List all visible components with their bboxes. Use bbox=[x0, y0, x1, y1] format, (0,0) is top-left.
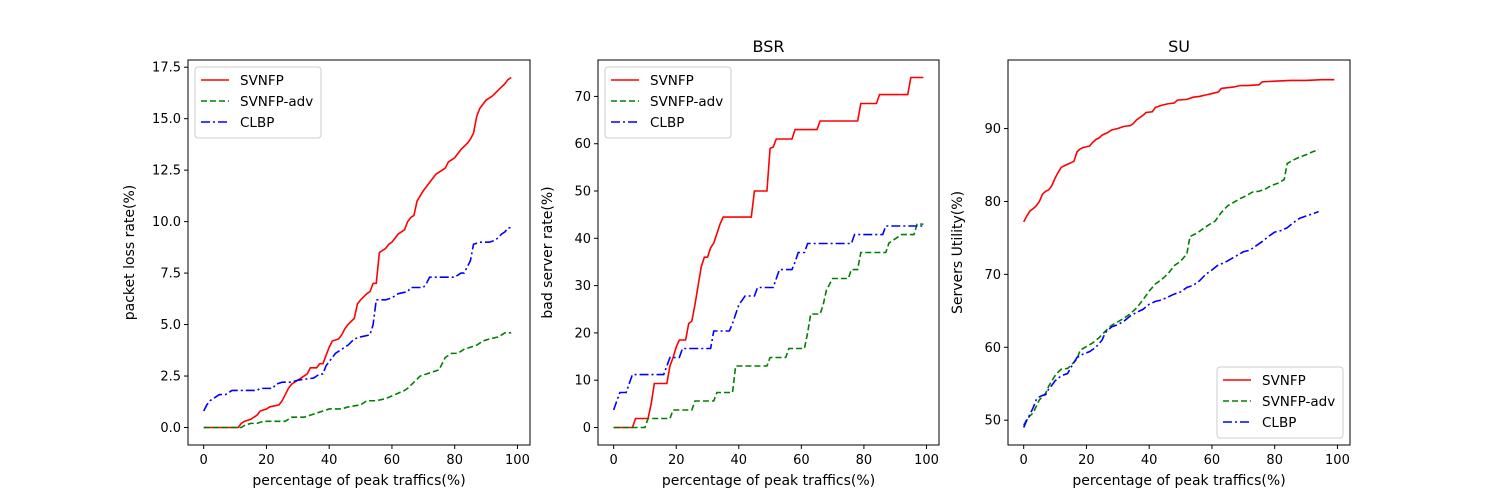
y-tick-label: 70 bbox=[574, 90, 591, 105]
x-axis-label: percentage of peak traffics(%) bbox=[252, 473, 465, 489]
x-tick-label: 100 bbox=[505, 453, 530, 468]
chart-panel-1: 0 20 40 60 80 100 0.0 2.5 5.0 7.5 10.0 12.5 15.0 17.5… bbox=[122, 59, 531, 489]
y-tick-label: 12.5 bbox=[152, 164, 181, 179]
x-axis-label: percentage of peak traffics(%) bbox=[1072, 473, 1285, 489]
series-line-svnfp-adv bbox=[613, 223, 924, 429]
x-tick-label: 40 bbox=[731, 453, 748, 468]
legend-label: SVNFP bbox=[240, 73, 284, 89]
chart-title: BSR bbox=[753, 37, 785, 56]
y-tick-label: 50 bbox=[984, 414, 1001, 429]
y-axis-label: Servers Utility(%) bbox=[950, 191, 966, 314]
legend-label: SVNFP-adv bbox=[1262, 394, 1335, 410]
legend-label: SVNFP bbox=[1262, 373, 1306, 389]
legend-label: CLBP bbox=[650, 115, 684, 131]
series-line-svnfp bbox=[613, 76, 924, 429]
y-tick-label: 50 bbox=[574, 185, 591, 200]
legend: SVNFP SVNFP-adv CLBP bbox=[1216, 366, 1344, 439]
x-tick-label: 20 bbox=[668, 453, 685, 468]
legend-box bbox=[1216, 366, 1344, 439]
y-tick-label: 7.5 bbox=[160, 267, 181, 282]
x-tick-label: 40 bbox=[1141, 453, 1158, 468]
y-tick-label: 80 bbox=[984, 195, 1001, 210]
legend-box bbox=[194, 66, 322, 139]
y-tick-label: 30 bbox=[574, 279, 591, 294]
chart-panel-2: 0 20 40 60 80 100 0 10 20 30 40 50 60 70 percentage of… bbox=[540, 37, 940, 489]
series-line-clbp bbox=[612, 225, 924, 411]
y-tick-label: 90 bbox=[984, 122, 1001, 137]
y-tick-label: 60 bbox=[574, 137, 591, 152]
legend-label: CLBP bbox=[240, 115, 274, 131]
series-line-svnfp bbox=[1022, 78, 1335, 223]
legend-label: SVNFP-adv bbox=[650, 94, 723, 110]
series-line-svnfp-adv bbox=[203, 331, 512, 429]
x-axis-label: percentage of peak traffics(%) bbox=[662, 473, 875, 489]
series-line-clbp bbox=[1022, 210, 1319, 428]
y-tick-label: 60 bbox=[984, 341, 1001, 356]
y-tick-label: 40 bbox=[574, 232, 591, 247]
x-tick-label: 0 bbox=[200, 453, 208, 468]
y-tick-label: 70 bbox=[984, 268, 1001, 283]
series-line-svnfp-adv bbox=[1022, 148, 1319, 426]
x-tick-label: 100 bbox=[1325, 453, 1350, 468]
y-tick-label: 0.0 bbox=[160, 421, 181, 436]
legend: SVNFP SVNFP-adv CLBP bbox=[604, 66, 732, 139]
x-tick-label: 100 bbox=[914, 453, 939, 468]
y-tick-label: 15.0 bbox=[152, 112, 181, 127]
y-tick-label: 2.5 bbox=[160, 370, 181, 385]
chart-panel-3: 0 20 40 60 80 100 50 60 70 80 90 percentage of peak… bbox=[950, 37, 1351, 489]
x-tick-label: 40 bbox=[321, 453, 338, 468]
plot-frame bbox=[597, 59, 940, 446]
y-tick-label: 17.5 bbox=[152, 61, 181, 76]
series-line-svnfp bbox=[203, 76, 512, 429]
y-tick-label: 5.0 bbox=[160, 318, 181, 333]
y-tick-label: 20 bbox=[574, 326, 591, 341]
x-tick-label: 80 bbox=[856, 453, 873, 468]
legend: SVNFP SVNFP-adv CLBP bbox=[194, 66, 322, 139]
y-tick-label: 0 bbox=[583, 421, 591, 436]
legend-label: CLBP bbox=[1262, 415, 1296, 431]
legend-label: SVNFP bbox=[650, 73, 694, 89]
x-tick-label: 60 bbox=[1204, 453, 1221, 468]
y-tick-label: 10 bbox=[574, 374, 591, 389]
y-axis-label: packet loss rate(%) bbox=[122, 185, 138, 320]
x-tick-label: 80 bbox=[1266, 453, 1283, 468]
x-tick-label: 20 bbox=[1078, 453, 1095, 468]
y-axis-label: bad server rate(%) bbox=[540, 186, 556, 318]
chart-title: SU bbox=[1168, 37, 1190, 56]
y-tick-label: 10.0 bbox=[152, 215, 181, 230]
x-tick-label: 0 bbox=[1020, 453, 1028, 468]
plot-frame bbox=[1007, 59, 1351, 446]
plot-frame bbox=[187, 59, 531, 446]
x-tick-label: 0 bbox=[610, 453, 618, 468]
series-line-clbp bbox=[202, 226, 512, 412]
x-tick-label: 60 bbox=[793, 453, 810, 468]
x-tick-label: 20 bbox=[258, 453, 275, 468]
x-tick-label: 60 bbox=[384, 453, 401, 468]
legend-box bbox=[604, 66, 732, 139]
x-tick-label: 80 bbox=[446, 453, 463, 468]
legend-label: SVNFP-adv bbox=[240, 94, 313, 110]
